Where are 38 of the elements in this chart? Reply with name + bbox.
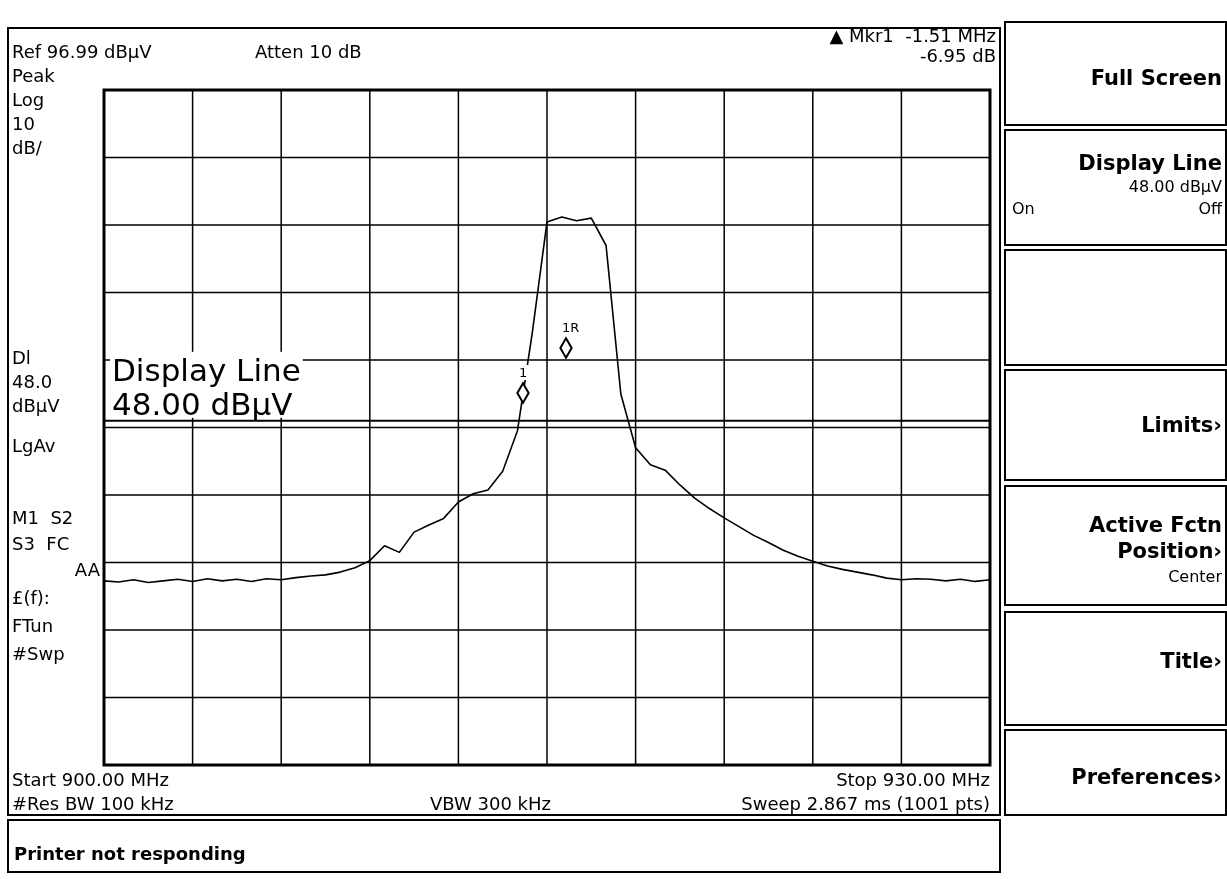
text: AA bbox=[74, 559, 101, 580]
text: Stop 930.00 MHz bbox=[836, 769, 990, 790]
text: Ref 96.99 dBµV bbox=[12, 41, 153, 62]
text: -6.95 dB bbox=[919, 45, 996, 66]
annotation: 1 bbox=[519, 365, 528, 380]
text: dBµV bbox=[12, 395, 61, 416]
text: 48.0 bbox=[12, 371, 53, 392]
text: Active Fctn bbox=[1089, 513, 1222, 537]
text: ▲ Mkr1 -1.51 MHz bbox=[829, 25, 996, 46]
text: S3 FC bbox=[12, 533, 70, 554]
text: On bbox=[1012, 199, 1035, 218]
annotation: 1R bbox=[562, 320, 580, 335]
text: Preferences› bbox=[1071, 765, 1222, 789]
text: Limits› bbox=[1141, 413, 1222, 437]
text: Atten 10 dB bbox=[255, 41, 362, 62]
text: Center bbox=[1168, 567, 1223, 586]
text: 10 bbox=[12, 113, 35, 134]
text: M1 S2 bbox=[12, 507, 74, 528]
text: Printer not responding bbox=[14, 843, 246, 864]
text: Start 900.00 MHz bbox=[12, 769, 169, 790]
text: Display Line bbox=[1078, 151, 1222, 175]
ref-line-label: Display Line 48.00 dBµV bbox=[112, 351, 301, 422]
text: #Swp bbox=[12, 643, 65, 664]
text: dB/ bbox=[12, 137, 43, 158]
text: FTun bbox=[12, 615, 54, 636]
text: Sweep 2.867 ms (1001 pts) bbox=[741, 793, 990, 814]
text: Position› bbox=[1117, 539, 1222, 563]
text: Dl bbox=[12, 347, 31, 368]
text: Title› bbox=[1160, 649, 1222, 673]
text: £(f): bbox=[12, 587, 50, 608]
text: VBW 300 kHz bbox=[430, 793, 552, 814]
text: #Res BW 100 kHz bbox=[12, 793, 174, 814]
text: Full Screen bbox=[1090, 66, 1222, 90]
text: LgAv bbox=[12, 435, 56, 456]
text: Peak bbox=[12, 65, 56, 86]
text: 48.00 dBµV bbox=[1128, 177, 1223, 196]
text: Log bbox=[12, 89, 45, 110]
text: Off bbox=[1198, 199, 1223, 218]
